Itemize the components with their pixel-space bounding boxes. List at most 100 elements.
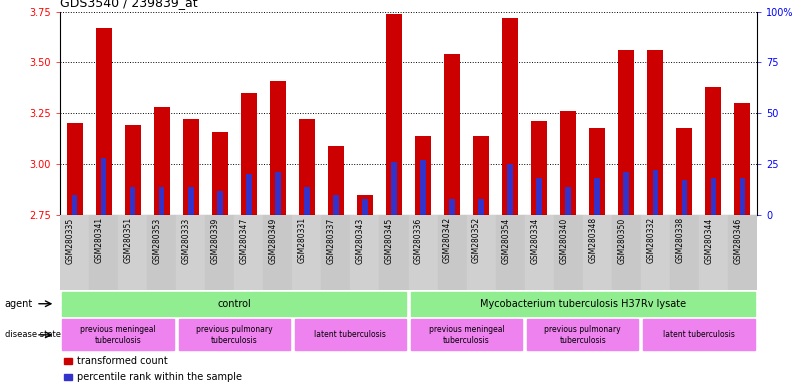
Bar [527,319,638,350]
Bar [415,136,431,215]
Text: GSM280352: GSM280352 [472,217,481,263]
Bar [159,187,164,215]
Text: latent tuberculosis: latent tuberculosis [315,330,386,339]
Bar [594,179,600,215]
Bar [676,127,692,215]
Bar [234,215,264,290]
Text: GSM280333: GSM280333 [182,217,191,263]
Bar [560,111,576,215]
Bar [643,319,755,350]
Bar [507,164,513,215]
Text: GSM280354: GSM280354 [501,217,510,263]
Text: GSM280350: GSM280350 [618,217,626,263]
Bar [380,215,409,290]
Bar [641,215,670,290]
Bar [101,158,107,215]
Text: GSM280339: GSM280339 [211,217,219,263]
Text: GSM280351: GSM280351 [123,217,133,263]
Text: GSM280342: GSM280342 [443,217,452,263]
Bar [496,215,525,290]
Bar [698,215,728,290]
Bar [362,199,368,215]
Bar [275,172,280,215]
Text: GSM280335: GSM280335 [66,217,74,263]
Bar [449,199,455,215]
Bar [183,119,199,215]
Text: GSM280344: GSM280344 [704,217,714,263]
Text: previous meningeal
tuberculosis: previous meningeal tuberculosis [80,325,156,344]
Text: GSM280348: GSM280348 [588,217,598,263]
Bar [525,215,553,290]
Bar [553,215,582,290]
Bar [264,215,292,290]
Bar [411,319,522,350]
Bar [739,179,745,215]
Text: GDS3540 / 239839_at: GDS3540 / 239839_at [60,0,198,9]
Bar [728,215,757,290]
Text: GSM280343: GSM280343 [356,217,365,263]
Bar [176,215,205,290]
Bar [217,190,223,215]
Text: percentile rank within the sample: percentile rank within the sample [78,372,243,382]
Text: GSM280332: GSM280332 [646,217,655,263]
Bar [653,170,658,215]
Bar [154,107,170,215]
Bar [710,179,716,215]
Bar [706,87,722,215]
Bar [246,174,252,215]
Text: GSM280341: GSM280341 [95,217,103,263]
Bar [682,180,687,215]
Bar [62,319,174,350]
Bar [72,195,78,215]
Bar [386,13,402,215]
Bar [437,215,466,290]
Bar [333,195,339,215]
Bar [63,358,72,364]
Bar [205,215,234,290]
Text: GSM280334: GSM280334 [530,217,539,263]
Text: GSM280345: GSM280345 [385,217,394,263]
Bar [647,50,663,215]
Text: disease state: disease state [5,330,61,339]
Text: GSM280346: GSM280346 [734,217,743,263]
Bar [735,103,751,215]
Bar [502,18,518,215]
Bar [118,215,147,290]
Text: GSM280340: GSM280340 [559,217,568,263]
Bar [421,160,426,215]
Bar [357,195,373,215]
Bar [125,126,141,215]
Bar [590,127,606,215]
Bar [211,132,227,215]
Bar [95,28,111,215]
Text: Mycobacterium tuberculosis H37Rv lysate: Mycobacterium tuberculosis H37Rv lysate [480,299,686,309]
Text: GSM280331: GSM280331 [298,217,307,263]
Bar [188,187,194,215]
Text: GSM280349: GSM280349 [269,217,278,263]
Bar [537,179,542,215]
Bar [444,54,460,215]
Bar [130,187,135,215]
Text: latent tuberculosis: latent tuberculosis [663,330,735,339]
Bar [566,187,571,215]
Text: agent: agent [5,299,33,309]
Text: control: control [217,299,252,309]
Text: previous meningeal
tuberculosis: previous meningeal tuberculosis [429,325,505,344]
Bar [391,162,396,215]
Bar [411,291,755,316]
Bar [63,374,72,381]
Bar [473,136,489,215]
Bar [478,199,484,215]
Bar [89,215,118,290]
Text: previous pulmonary
tuberculosis: previous pulmonary tuberculosis [196,325,272,344]
Bar [612,215,641,290]
Text: previous pulmonary
tuberculosis: previous pulmonary tuberculosis [545,325,621,344]
Bar [299,119,315,215]
Bar [466,215,496,290]
Bar [292,215,321,290]
Bar [270,81,286,215]
Bar [295,319,406,350]
Bar [60,215,89,290]
Bar [670,215,698,290]
Text: GSM280338: GSM280338 [675,217,684,263]
